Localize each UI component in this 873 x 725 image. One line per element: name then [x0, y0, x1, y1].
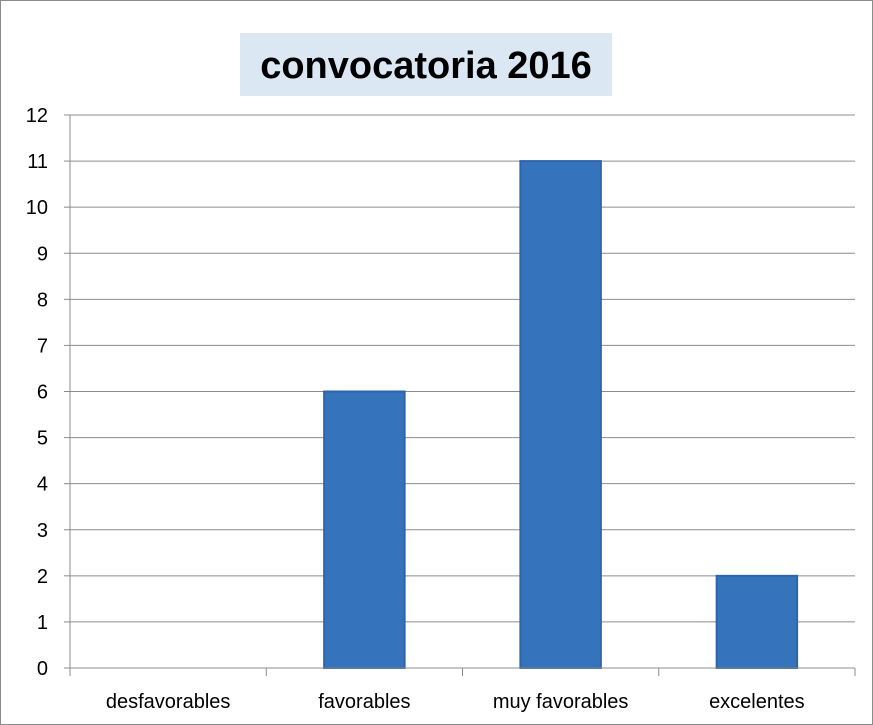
y-tick-label-6: 6 — [37, 382, 48, 404]
y-tick-label-7: 7 — [37, 335, 48, 357]
bar-excelentes — [715, 574, 799, 669]
y-tick-label-9: 9 — [37, 243, 48, 265]
y-tick-label-12: 12 — [26, 105, 48, 127]
x-tick-label-favorables: favorables — [318, 691, 410, 713]
y-tick-label-1: 1 — [37, 612, 48, 634]
bar-muy-favorables — [519, 160, 602, 669]
chart-title-background — [240, 33, 612, 96]
y-tick-label-2: 2 — [37, 566, 48, 588]
bar-favorables — [323, 390, 406, 669]
y-tick-label-10: 10 — [26, 197, 48, 219]
y-tick-label-8: 8 — [37, 289, 48, 311]
x-axis-tick-labels: desfavorables favorables muy favorables exc… — [106, 691, 805, 713]
y-tick-label-0: 0 — [37, 658, 48, 680]
axes — [69, 115, 856, 676]
y-tick-label-4: 4 — [37, 474, 48, 496]
y-tick-label-3: 3 — [37, 520, 48, 542]
x-tick-label-excelentes: excelentes — [709, 691, 805, 713]
y-tick-label-5: 5 — [37, 428, 48, 450]
bars — [323, 160, 799, 669]
x-tick-label-muy-favorables: muy favorables — [493, 691, 629, 713]
x-tick-label-desfavorables: desfavorables — [106, 691, 231, 713]
chart-title: convocatoria 2016 — [260, 45, 592, 87]
y-tick-label-11: 11 — [27, 151, 48, 173]
